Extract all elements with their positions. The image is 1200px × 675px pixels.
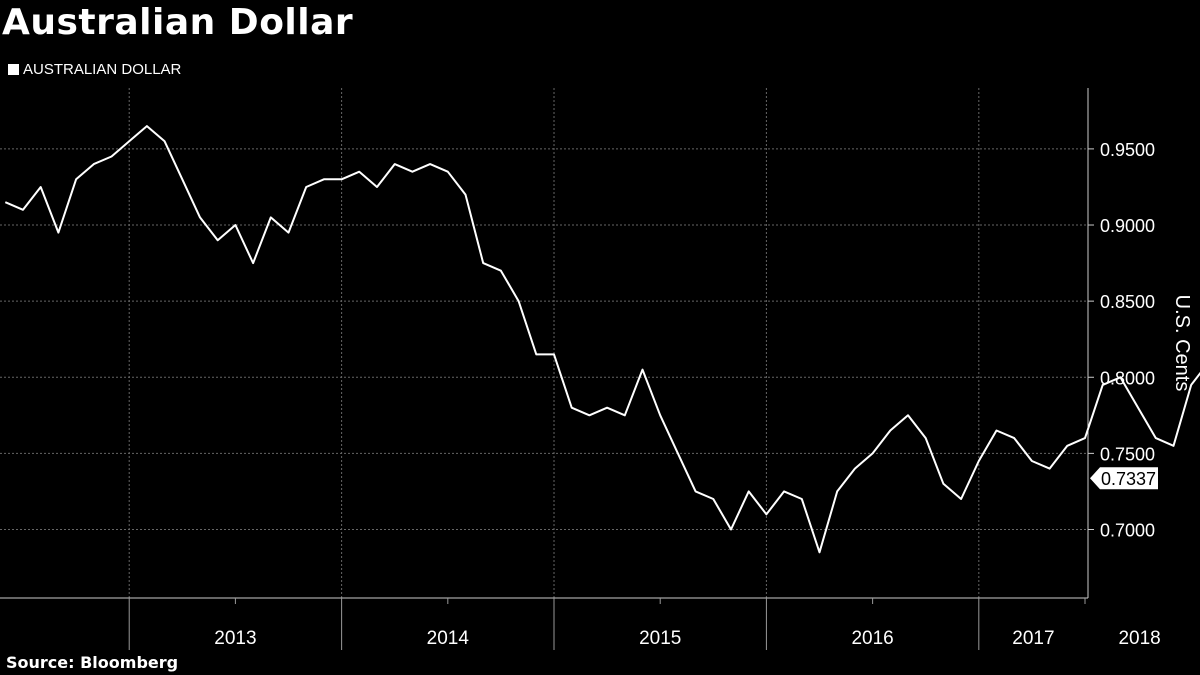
y-tick-label: 0.7000 bbox=[1100, 520, 1155, 540]
y-axis-label: U.S. Cents bbox=[1171, 295, 1193, 392]
x-tick-label: 2017 bbox=[1012, 628, 1054, 649]
y-tick-label: 0.8000 bbox=[1100, 368, 1155, 388]
legend-label: AUSTRALIAN DOLLAR bbox=[23, 61, 182, 78]
x-tick-label: 2015 bbox=[639, 628, 681, 649]
y-tick-label: 0.8500 bbox=[1100, 292, 1155, 312]
last-value-label: 0.7337 bbox=[1101, 469, 1156, 489]
plot-area: 0.7337 bbox=[4, 125, 1200, 554]
source-note: Source: Bloomberg bbox=[6, 653, 179, 672]
x-tick-label: 2018 bbox=[1118, 628, 1160, 649]
x-tick-label: 2013 bbox=[214, 628, 256, 649]
last-value-callout: 0.7337 bbox=[1090, 467, 1158, 490]
legend: AUSTRALIAN DOLLAR bbox=[8, 61, 181, 78]
x-tick-label: 2014 bbox=[427, 628, 470, 649]
y-tick-label: 0.9500 bbox=[1100, 140, 1155, 160]
legend-swatch bbox=[8, 64, 19, 75]
x-axis: 2013 2014 2015 2016 2017 2018 bbox=[0, 597, 1161, 650]
series-line bbox=[4, 125, 1200, 554]
x-tick-label: 2016 bbox=[851, 628, 893, 649]
grid-lines bbox=[0, 88, 1088, 598]
y-axis: 0.9500 0.9000 0.8500 0.8000 0.7500 0.7000 U.S.… bbox=[1087, 88, 1193, 598]
chart-title: Australian Dollar bbox=[2, 2, 354, 43]
y-tick-label: 0.9000 bbox=[1100, 216, 1155, 236]
last-value-box bbox=[1090, 467, 1158, 490]
y-tick-label: 0.7500 bbox=[1100, 444, 1155, 464]
